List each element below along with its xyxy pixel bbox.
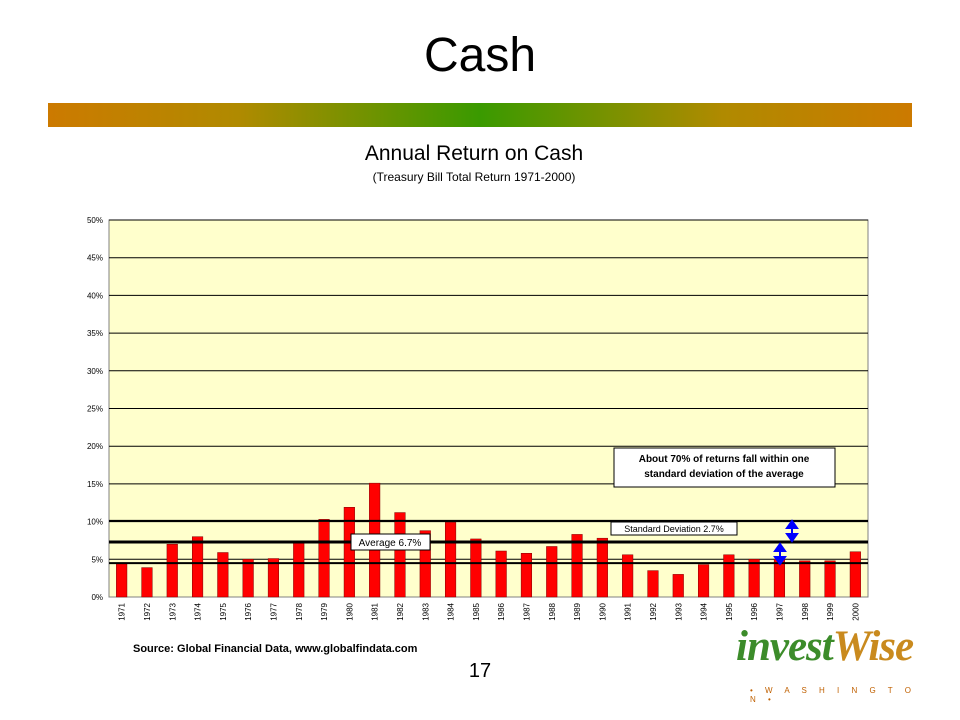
x-tick-label: 1988: [548, 602, 557, 620]
x-tick-label: 1981: [371, 602, 380, 620]
bar: [293, 542, 305, 598]
x-tick-label: 1978: [295, 602, 304, 620]
investwise-logo: investWise • W A S H I N G T O N •: [736, 622, 932, 704]
std-dev-label: Standard Deviation 2.7%: [624, 524, 724, 534]
x-tick-label: 1999: [826, 602, 835, 620]
y-tick-label: 10%: [87, 518, 103, 527]
x-tick-label: 1974: [194, 602, 203, 620]
reference-lines: [109, 519, 868, 565]
bar: [141, 567, 153, 598]
x-tick-label: 1985: [472, 602, 481, 620]
bar: [495, 550, 507, 598]
x-tick-label: 1982: [396, 602, 405, 620]
y-tick-label: 35%: [87, 329, 103, 338]
bar: [571, 534, 583, 598]
y-tick-label: 45%: [87, 254, 103, 263]
x-axis-tick-labels: 1971 1972 1973 1974 1975 1976 1977 1978 1979 1980…: [118, 602, 861, 620]
average-label: Average 6.7%: [359, 538, 422, 549]
y-tick-label: 5%: [91, 555, 103, 564]
page-number: 17: [468, 660, 492, 682]
chart-source: Source: Global Financial Data, www.globa…: [133, 643, 418, 655]
x-tick-label: 1995: [725, 602, 734, 620]
x-tick-label: 1983: [421, 602, 430, 620]
bar: [824, 560, 836, 598]
bar: [318, 519, 330, 598]
x-tick-label: 1990: [598, 602, 607, 620]
x-tick-label: 1987: [522, 602, 531, 620]
x-tick-label: 1980: [345, 602, 354, 620]
x-tick-label: 1976: [244, 602, 253, 620]
gridlines: [109, 219, 868, 560]
bar: [546, 546, 558, 598]
logo-subtitle: • W A S H I N G T O N •: [750, 686, 916, 704]
bar: [191, 536, 204, 598]
note-box: [613, 447, 836, 488]
logo-word-part1: invest: [736, 623, 834, 670]
x-tick-label: 1979: [320, 602, 329, 620]
x-tick-label: 2000: [851, 602, 860, 620]
bar: [723, 554, 735, 598]
y-tick-label: 25%: [87, 405, 103, 414]
bar: [672, 574, 684, 598]
bar: [343, 507, 355, 598]
bar: [849, 551, 861, 598]
x-tick-label: 1972: [143, 602, 152, 620]
x-tick-label: 1989: [573, 602, 582, 620]
y-tick-label: 40%: [87, 291, 103, 300]
bar: [697, 564, 710, 598]
x-tick-label: 1975: [219, 602, 228, 620]
logo-wordmark: investWise: [736, 622, 914, 671]
average-label-box: [350, 533, 431, 551]
x-tick-label: 1973: [168, 602, 177, 620]
bar: [267, 558, 280, 598]
note-line-1: About 70% of returns fall within one: [639, 454, 810, 465]
x-tick-label: 1986: [497, 602, 506, 620]
y-axis-tick-labels: 0% 5% 10% 15% 20% 25% 30% 35% 40% 45% 50%: [87, 216, 103, 602]
logo-word-part2: Wise: [832, 623, 914, 670]
x-tick-label: 1992: [649, 602, 658, 620]
bar: [799, 560, 811, 598]
std-dev-upper-arrow-icon: [785, 519, 799, 543]
slide-title: Cash: [423, 29, 537, 82]
x-tick-label: 1996: [750, 602, 759, 620]
std-dev-label-box: [610, 521, 738, 536]
bar: [748, 559, 760, 598]
x-tick-label: 1998: [801, 602, 810, 620]
x-tick-label: 1991: [624, 602, 633, 620]
bar: [394, 512, 406, 598]
x-tick-label: 1994: [700, 602, 709, 620]
y-tick-label: 0%: [91, 593, 103, 602]
bar: [166, 543, 178, 598]
bar: [242, 559, 254, 598]
bar: [596, 537, 608, 598]
x-tick-label: 1977: [269, 602, 278, 620]
chart-subtitle: (Treasury Bill Total Return 1971-2000): [373, 170, 576, 184]
std-dev-lower-arrow-icon: [773, 542, 787, 566]
bar: [116, 563, 128, 598]
x-tick-label: 1993: [674, 602, 683, 620]
y-tick-label: 15%: [87, 480, 103, 489]
bar: [622, 554, 634, 598]
chart-title: Annual Return on Cash: [365, 142, 583, 165]
x-tick-label: 1984: [447, 602, 456, 620]
bar: [647, 570, 659, 598]
bar: [470, 538, 482, 598]
bar: [217, 552, 229, 598]
bar: [520, 553, 533, 598]
note-line-2: standard deviation of the average: [644, 469, 804, 480]
title-divider-bar: [48, 103, 912, 127]
bar: [444, 522, 457, 598]
x-tick-label: 1971: [118, 602, 127, 620]
y-tick-label: 20%: [87, 442, 103, 451]
x-tick-label: 1997: [775, 602, 784, 620]
bar: [773, 559, 786, 598]
y-tick-label: 50%: [87, 216, 103, 225]
y-tick-label: 30%: [87, 367, 103, 376]
